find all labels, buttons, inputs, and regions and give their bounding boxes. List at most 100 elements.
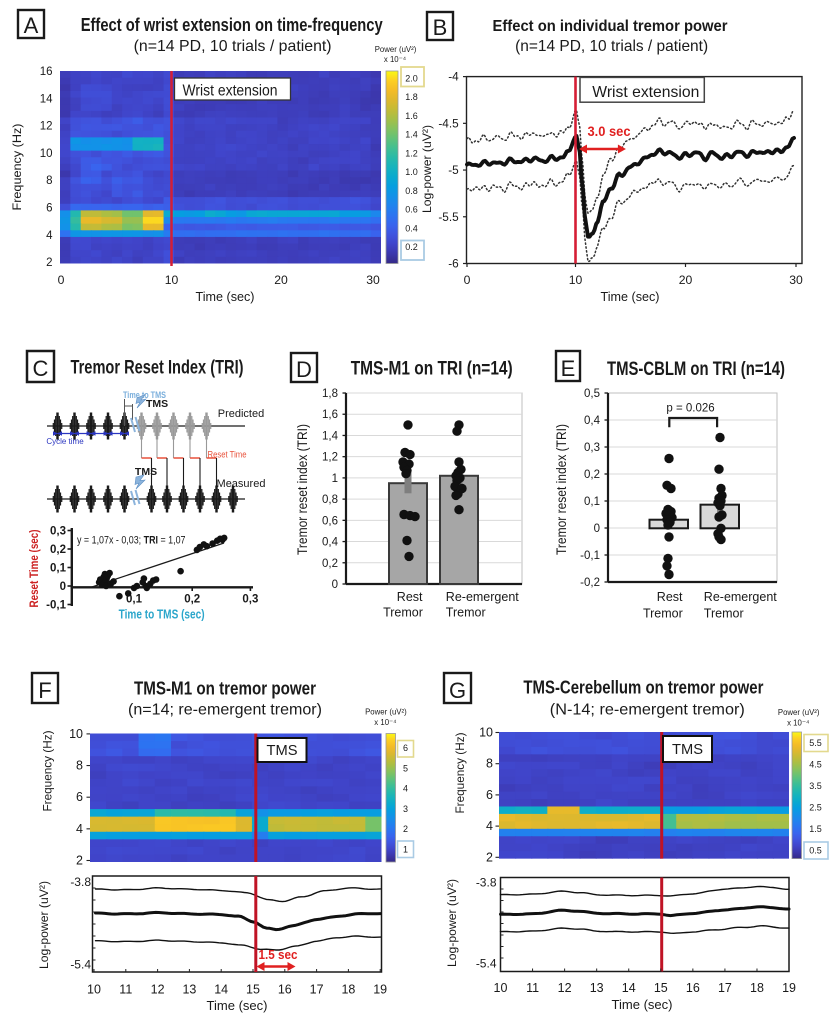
svg-text:x 10⁻⁴: x 10⁻⁴ [384, 55, 406, 64]
svg-text:3.5: 3.5 [809, 781, 822, 791]
svg-text:Time (sec): Time (sec) [207, 998, 268, 1013]
svg-text:x 10⁻⁴: x 10⁻⁴ [374, 718, 396, 727]
svg-text:8: 8 [46, 175, 52, 187]
svg-text:12: 12 [151, 983, 165, 997]
svg-text:5: 5 [403, 763, 408, 773]
svg-text:Reset Time (sec): Reset Time (sec) [27, 529, 41, 607]
svg-text:4: 4 [76, 822, 83, 836]
svg-text:E: E [561, 356, 576, 381]
svg-text:6: 6 [76, 790, 83, 804]
svg-text:Wrist extension: Wrist extension [592, 84, 699, 101]
svg-text:0,8: 0,8 [322, 494, 338, 506]
svg-text:TMS: TMS [135, 466, 157, 478]
svg-text:B: B [433, 15, 448, 40]
svg-text:11: 11 [119, 983, 132, 997]
svg-text:6: 6 [403, 743, 408, 753]
svg-text:20: 20 [274, 273, 288, 287]
svg-text:16: 16 [686, 981, 700, 995]
svg-text:TMS: TMS [672, 741, 703, 758]
svg-text:TMS-M1 on tremor power: TMS-M1 on tremor power [134, 678, 316, 698]
svg-text:0,6: 0,6 [322, 515, 338, 527]
svg-text:1.8: 1.8 [405, 92, 418, 102]
svg-text:10: 10 [87, 983, 101, 997]
svg-text:8: 8 [486, 757, 493, 771]
svg-text:A: A [24, 13, 39, 38]
svg-text:Frequency (Hz): Frequency (Hz) [454, 732, 467, 813]
svg-text:Frequency (Hz): Frequency (Hz) [42, 730, 55, 811]
svg-text:15: 15 [246, 983, 260, 997]
svg-text:10: 10 [40, 148, 53, 160]
svg-text:2: 2 [486, 850, 493, 864]
svg-text:Power (uV²): Power (uV²) [365, 708, 407, 717]
svg-text:-0,1: -0,1 [46, 599, 66, 611]
svg-text:10: 10 [479, 726, 493, 740]
svg-text:-5: -5 [448, 163, 459, 177]
svg-text:0,3: 0,3 [242, 594, 258, 606]
svg-text:4: 4 [486, 819, 493, 833]
svg-text:19: 19 [782, 981, 796, 995]
svg-text:0,3: 0,3 [584, 442, 600, 454]
svg-text:0: 0 [58, 273, 65, 287]
svg-text:Power (uV²): Power (uV²) [778, 708, 820, 717]
svg-text:Tremor: Tremor [446, 606, 486, 620]
svg-text:10: 10 [165, 273, 179, 287]
svg-text:0.4: 0.4 [405, 223, 418, 233]
svg-text:1.2: 1.2 [405, 148, 418, 158]
svg-text:Tremor reset index (TRI): Tremor reset index (TRI) [554, 424, 569, 555]
svg-text:y = 1,07x - 0,03; TRI = 1,07: y = 1,07x - 0,03; TRI = 1,07 [77, 534, 186, 546]
svg-text:Re-emergent: Re-emergent [704, 590, 777, 604]
svg-text:1,6: 1,6 [322, 409, 338, 421]
svg-text:0.5: 0.5 [809, 846, 822, 856]
svg-text:0,1: 0,1 [126, 594, 143, 606]
svg-text:Time (sec): Time (sec) [601, 290, 660, 304]
svg-text:6: 6 [46, 203, 52, 215]
svg-text:1,2: 1,2 [322, 452, 338, 464]
svg-text:8: 8 [76, 759, 83, 773]
svg-text:1: 1 [332, 473, 338, 485]
svg-text:1.5: 1.5 [809, 824, 822, 834]
svg-text:TMS-Cerebellum on tremor power: TMS-Cerebellum on tremor power [523, 678, 763, 698]
svg-text:1.0: 1.0 [405, 167, 418, 177]
svg-text:Re-emergent: Re-emergent [446, 590, 519, 604]
svg-text:30: 30 [789, 273, 803, 287]
svg-text:Wrist extension: Wrist extension [183, 83, 278, 100]
svg-text:0: 0 [464, 273, 471, 287]
svg-text:19: 19 [373, 983, 387, 997]
svg-text:G: G [449, 678, 466, 703]
svg-text:2.0: 2.0 [405, 74, 418, 84]
svg-text:Log-power (uV²): Log-power (uV²) [445, 879, 459, 967]
svg-text:1: 1 [403, 845, 408, 855]
svg-text:0,2: 0,2 [50, 544, 66, 556]
svg-text:F: F [38, 678, 51, 703]
svg-text:2: 2 [46, 257, 52, 269]
svg-text:10: 10 [494, 981, 508, 995]
svg-text:0,2: 0,2 [184, 594, 200, 606]
svg-text:13: 13 [590, 981, 604, 995]
svg-text:-4: -4 [448, 70, 459, 84]
svg-text:x 10⁻⁴: x 10⁻⁴ [787, 719, 809, 728]
svg-text:0.8: 0.8 [405, 186, 418, 196]
svg-text:Reset Time: Reset Time [208, 450, 247, 461]
svg-text:(n=14 PD, 10 trials / patient): (n=14 PD, 10 trials / patient) [515, 38, 708, 55]
svg-text:3.0 sec: 3.0 sec [588, 124, 631, 139]
svg-text:-0,1: -0,1 [580, 550, 600, 562]
svg-text:D: D [296, 357, 312, 382]
svg-text:TMS-M1 on TRI (n=14): TMS-M1 on TRI (n=14) [351, 359, 513, 380]
svg-text:0.6: 0.6 [405, 205, 418, 215]
svg-text:1.5 sec: 1.5 sec [259, 948, 298, 962]
svg-text:0: 0 [60, 581, 66, 593]
svg-text:20: 20 [679, 273, 693, 287]
svg-text:0.2: 0.2 [405, 242, 418, 252]
svg-text:3: 3 [403, 804, 408, 814]
svg-text:10: 10 [569, 273, 583, 287]
svg-text:-5.4: -5.4 [476, 957, 497, 971]
svg-text:Time (sec): Time (sec) [196, 290, 255, 304]
svg-text:Measured: Measured [217, 478, 266, 490]
svg-text:2: 2 [76, 854, 83, 868]
svg-text:2: 2 [403, 824, 408, 834]
svg-text:-3.8: -3.8 [70, 875, 91, 889]
svg-text:Tremor: Tremor [383, 606, 423, 620]
svg-text:-4.5: -4.5 [438, 116, 459, 130]
svg-text:Tremor Reset Index (TRI): Tremor Reset Index (TRI) [71, 358, 244, 379]
svg-text:16: 16 [40, 66, 53, 78]
